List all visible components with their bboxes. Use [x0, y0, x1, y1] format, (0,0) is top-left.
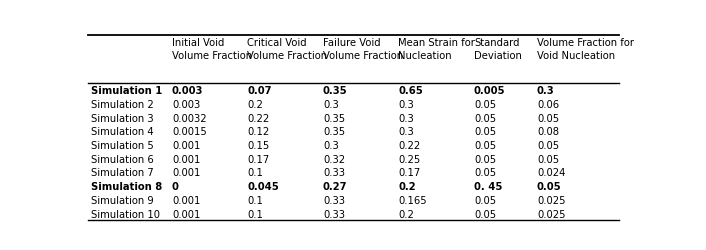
- Text: 0.003: 0.003: [172, 86, 203, 96]
- Text: 0.05: 0.05: [474, 100, 496, 110]
- Text: 0.2: 0.2: [248, 100, 263, 110]
- Text: 0.25: 0.25: [398, 154, 421, 164]
- Text: 0.05: 0.05: [474, 140, 496, 150]
- Text: Simulation 3: Simulation 3: [91, 113, 154, 123]
- Text: 0.05: 0.05: [537, 182, 561, 192]
- Text: 0.15: 0.15: [248, 140, 270, 150]
- Text: Simulation 1: Simulation 1: [91, 86, 162, 96]
- Text: 0. 45: 0. 45: [474, 182, 503, 192]
- Text: Standard
Deviation: Standard Deviation: [474, 38, 522, 61]
- Text: Simulation 6: Simulation 6: [91, 154, 154, 164]
- Text: 0.05: 0.05: [474, 127, 496, 137]
- Text: 0.1: 0.1: [248, 168, 263, 178]
- Text: 0.3: 0.3: [398, 100, 414, 110]
- Text: 0.0015: 0.0015: [172, 127, 207, 137]
- Text: Simulation 10: Simulation 10: [91, 209, 160, 219]
- Text: 0.0032: 0.0032: [172, 113, 207, 123]
- Text: 0.001: 0.001: [172, 154, 201, 164]
- Text: 0.003: 0.003: [172, 100, 201, 110]
- Text: Simulation 7: Simulation 7: [91, 168, 154, 178]
- Text: 0.165: 0.165: [398, 195, 427, 205]
- Text: 0.001: 0.001: [172, 140, 201, 150]
- Text: 0.08: 0.08: [537, 127, 559, 137]
- Text: 0.65: 0.65: [398, 86, 423, 96]
- Text: 0.05: 0.05: [474, 168, 496, 178]
- Text: 0.1: 0.1: [248, 209, 263, 219]
- Text: 0.025: 0.025: [537, 195, 566, 205]
- Text: 0.33: 0.33: [323, 209, 345, 219]
- Text: 0.22: 0.22: [248, 113, 270, 123]
- Text: 0.17: 0.17: [398, 168, 421, 178]
- Text: 0.27: 0.27: [323, 182, 347, 192]
- Text: 0.06: 0.06: [537, 100, 559, 110]
- Text: 0.05: 0.05: [537, 154, 559, 164]
- Text: 0.2: 0.2: [398, 209, 414, 219]
- Text: 0.33: 0.33: [323, 168, 345, 178]
- Text: Simulation 5: Simulation 5: [91, 140, 154, 150]
- Text: 0.05: 0.05: [537, 113, 559, 123]
- Text: 0.17: 0.17: [248, 154, 270, 164]
- Text: Simulation 4: Simulation 4: [91, 127, 154, 137]
- Text: Volume Fraction for
Void Nucleation: Volume Fraction for Void Nucleation: [537, 38, 634, 61]
- Text: 0.2: 0.2: [398, 182, 416, 192]
- Text: 0.05: 0.05: [474, 209, 496, 219]
- Text: 0.12: 0.12: [248, 127, 270, 137]
- Text: 0.35: 0.35: [323, 113, 345, 123]
- Text: 0.35: 0.35: [323, 86, 347, 96]
- Text: Simulation 9: Simulation 9: [91, 195, 154, 205]
- Text: 0.001: 0.001: [172, 168, 201, 178]
- Text: 0.22: 0.22: [398, 140, 421, 150]
- Text: Failure Void
Volume Fraction: Failure Void Volume Fraction: [323, 38, 403, 61]
- Text: 0.024: 0.024: [537, 168, 566, 178]
- Text: 0: 0: [172, 182, 179, 192]
- Text: 0.05: 0.05: [474, 195, 496, 205]
- Text: 0.05: 0.05: [474, 113, 496, 123]
- Text: 0.32: 0.32: [323, 154, 345, 164]
- Text: 0.1: 0.1: [248, 195, 263, 205]
- Text: 0.33: 0.33: [323, 195, 345, 205]
- Text: Initial Void
Volume Fraction: Initial Void Volume Fraction: [172, 38, 252, 61]
- Text: 0.025: 0.025: [537, 209, 566, 219]
- Text: 0.35: 0.35: [323, 127, 345, 137]
- Text: 0.05: 0.05: [537, 140, 559, 150]
- Text: 0.3: 0.3: [323, 100, 339, 110]
- Text: 0.05: 0.05: [474, 154, 496, 164]
- Text: 0.3: 0.3: [398, 113, 414, 123]
- Text: 0.005: 0.005: [474, 86, 505, 96]
- Text: Mean Strain for
Nucleation: Mean Strain for Nucleation: [398, 38, 475, 61]
- Text: 0.045: 0.045: [248, 182, 279, 192]
- Text: 0.3: 0.3: [398, 127, 414, 137]
- Text: 0.001: 0.001: [172, 209, 201, 219]
- Text: Simulation 8: Simulation 8: [91, 182, 162, 192]
- Text: Critical Void
Volume Fraction: Critical Void Volume Fraction: [248, 38, 328, 61]
- Text: 0.001: 0.001: [172, 195, 201, 205]
- Text: 0.3: 0.3: [323, 140, 339, 150]
- Text: Simulation 2: Simulation 2: [91, 100, 154, 110]
- Text: 0.3: 0.3: [537, 86, 554, 96]
- Text: 0.07: 0.07: [248, 86, 272, 96]
